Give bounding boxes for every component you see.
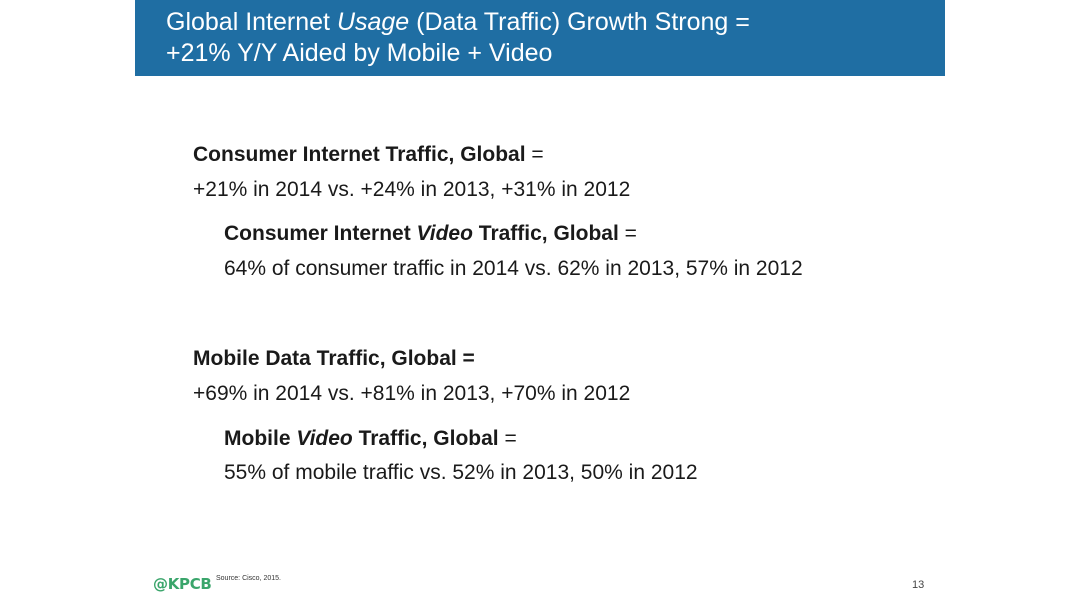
mobile-video-heading-text: Mobile Video Traffic, Global <box>224 427 499 450</box>
mobile-traffic-heading-text: Mobile Data Traffic, Global = <box>193 347 475 370</box>
title-text-post: (Data Traffic) Growth Strong = <box>409 8 750 36</box>
mobile-traffic-stats: +69% in 2014 vs. +81% in 2013, +70% in 2… <box>193 382 631 405</box>
kpcb-logo: @KPCB <box>153 575 212 593</box>
page-number: 13 <box>912 579 925 591</box>
title-text-italic: Usage <box>336 8 410 36</box>
consumer-traffic-heading-eq: = <box>525 143 544 166</box>
mobile-video-heading-post: Traffic, Global <box>352 427 499 450</box>
slide-title-line-2: +21% Y/Y Aided by Mobile + Video <box>166 39 553 67</box>
consumer-video-heading-text: Consumer Internet Video Traffic, Global <box>224 222 619 245</box>
mobile-video-stats: 55% of mobile traffic vs. 52% in 2013, 5… <box>224 461 698 484</box>
source-note: Source: Cisco, 2015. <box>216 575 281 582</box>
consumer-traffic-heading-text: Consumer Internet Traffic, Global <box>193 143 526 166</box>
consumer-video-stats: 64% of consumer traffic in 2014 vs. 62% … <box>224 257 803 280</box>
title-text-pre: Global Internet <box>166 8 337 36</box>
mobile-traffic-heading: Mobile Data Traffic, Global = <box>193 346 475 372</box>
consumer-traffic-stats: +21% in 2014 vs. +24% in 2013, +31% in 2… <box>193 178 631 201</box>
consumer-video-heading: Consumer Internet Video Traffic, Global … <box>224 221 637 247</box>
consumer-video-heading-eq: = <box>618 222 637 245</box>
consumer-video-heading-italic: Video <box>416 222 473 245</box>
consumer-traffic-heading: Consumer Internet Traffic, Global = <box>193 142 544 168</box>
slide-title-banner: Global Internet Usage (Data Traffic) Gro… <box>135 0 945 76</box>
mobile-video-heading-italic: Video <box>296 427 353 450</box>
consumer-video-heading-post: Traffic, Global <box>472 222 619 245</box>
consumer-video-heading-pre: Consumer Internet <box>224 222 417 245</box>
mobile-video-heading-pre: Mobile <box>224 427 297 450</box>
mobile-video-heading-eq: = <box>498 427 517 450</box>
slide-title-line-1: Global Internet Usage (Data Traffic) Gro… <box>166 7 945 38</box>
mobile-video-heading: Mobile Video Traffic, Global = <box>224 426 517 452</box>
